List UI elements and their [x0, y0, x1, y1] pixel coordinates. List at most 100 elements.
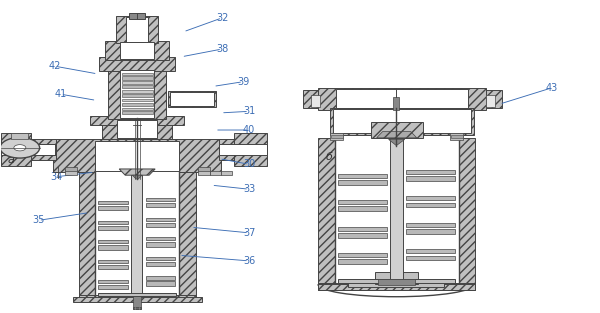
- Bar: [98, 260, 128, 263]
- Polygon shape: [389, 139, 405, 146]
- Text: 41: 41: [55, 89, 67, 99]
- Bar: [121, 70, 154, 119]
- Bar: [122, 103, 153, 106]
- Polygon shape: [303, 90, 318, 108]
- Polygon shape: [330, 108, 473, 135]
- Bar: [98, 240, 128, 244]
- Bar: [170, 92, 214, 106]
- Bar: [485, 95, 494, 107]
- Text: 32: 32: [216, 13, 229, 23]
- Text: 30: 30: [243, 159, 255, 169]
- Bar: [146, 281, 175, 286]
- Text: 38: 38: [216, 44, 229, 54]
- Bar: [394, 97, 400, 110]
- Bar: [98, 245, 128, 250]
- Polygon shape: [169, 91, 216, 107]
- Bar: [98, 293, 176, 296]
- Text: 43: 43: [545, 83, 557, 93]
- Polygon shape: [103, 119, 172, 139]
- Bar: [133, 296, 141, 309]
- Bar: [65, 170, 77, 175]
- Text: 39: 39: [237, 77, 249, 87]
- Bar: [338, 180, 387, 185]
- Polygon shape: [371, 122, 423, 138]
- Polygon shape: [79, 169, 95, 300]
- Polygon shape: [377, 131, 417, 138]
- Bar: [146, 223, 175, 227]
- Bar: [98, 206, 128, 210]
- Bar: [146, 218, 175, 221]
- Polygon shape: [318, 284, 475, 290]
- Bar: [338, 279, 455, 283]
- Bar: [378, 279, 415, 285]
- Bar: [122, 99, 153, 101]
- Bar: [348, 282, 443, 287]
- Bar: [338, 259, 387, 264]
- Bar: [95, 141, 179, 171]
- Bar: [338, 206, 387, 211]
- Bar: [98, 226, 128, 230]
- Bar: [98, 265, 128, 269]
- Polygon shape: [79, 295, 196, 302]
- Bar: [406, 229, 455, 234]
- Bar: [336, 89, 467, 108]
- Bar: [130, 13, 145, 19]
- Bar: [1, 144, 55, 155]
- Text: 37: 37: [243, 228, 256, 238]
- Bar: [122, 73, 153, 75]
- Bar: [146, 257, 175, 260]
- Polygon shape: [116, 16, 158, 43]
- Circle shape: [0, 137, 40, 158]
- Polygon shape: [133, 175, 142, 179]
- Bar: [210, 171, 221, 175]
- Bar: [98, 280, 128, 283]
- Text: 42: 42: [49, 61, 61, 71]
- Bar: [406, 170, 455, 174]
- Text: б: б: [325, 151, 332, 162]
- Bar: [95, 169, 179, 295]
- Bar: [122, 111, 153, 115]
- Polygon shape: [1, 133, 31, 166]
- Bar: [331, 135, 343, 138]
- Bar: [122, 108, 153, 110]
- Polygon shape: [133, 307, 141, 309]
- Bar: [406, 196, 455, 200]
- Bar: [406, 223, 455, 227]
- Polygon shape: [234, 133, 267, 166]
- Bar: [98, 285, 128, 289]
- Text: 35: 35: [32, 215, 44, 225]
- Bar: [333, 109, 470, 133]
- Bar: [198, 170, 210, 175]
- Bar: [146, 198, 175, 201]
- Text: 36: 36: [243, 256, 255, 266]
- Polygon shape: [73, 297, 202, 302]
- Bar: [146, 203, 175, 207]
- Polygon shape: [458, 138, 475, 284]
- Text: а: а: [8, 155, 15, 165]
- Bar: [198, 167, 210, 171]
- Bar: [122, 90, 153, 93]
- Polygon shape: [109, 69, 166, 119]
- Bar: [338, 227, 387, 231]
- Polygon shape: [91, 116, 184, 125]
- Bar: [122, 94, 153, 97]
- Polygon shape: [179, 169, 196, 300]
- Bar: [98, 221, 128, 224]
- Text: 31: 31: [243, 106, 255, 116]
- Polygon shape: [318, 88, 485, 110]
- Bar: [131, 174, 142, 295]
- Bar: [146, 262, 175, 266]
- Bar: [406, 176, 455, 181]
- Bar: [127, 17, 148, 42]
- Bar: [122, 81, 153, 84]
- Bar: [390, 138, 403, 283]
- Bar: [221, 171, 232, 175]
- Bar: [338, 174, 387, 178]
- Polygon shape: [485, 90, 502, 108]
- Bar: [406, 256, 455, 260]
- Bar: [338, 254, 387, 257]
- Bar: [406, 249, 455, 253]
- Polygon shape: [219, 139, 261, 160]
- Polygon shape: [119, 169, 155, 175]
- Polygon shape: [53, 139, 221, 172]
